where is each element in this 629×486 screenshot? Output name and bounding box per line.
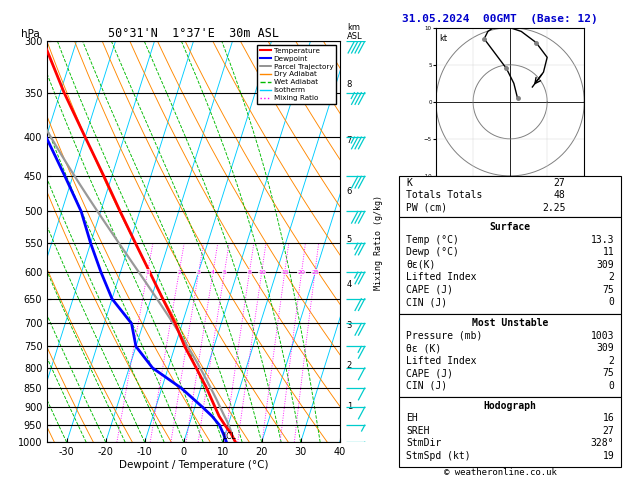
- Text: Pressure (mb): Pressure (mb): [406, 331, 482, 341]
- Text: CIN (J): CIN (J): [406, 297, 447, 307]
- Text: LCL: LCL: [223, 432, 237, 441]
- Text: K: K: [406, 178, 412, 188]
- Text: 1003: 1003: [591, 331, 614, 341]
- Text: 11: 11: [603, 247, 614, 257]
- Text: 5: 5: [223, 270, 226, 275]
- Text: 0: 0: [608, 297, 614, 307]
- Text: 20: 20: [298, 270, 306, 275]
- Text: 75: 75: [603, 368, 614, 378]
- Text: © weatheronline.co.uk: © weatheronline.co.uk: [443, 468, 557, 477]
- Text: 4: 4: [347, 279, 352, 289]
- Text: CIN (J): CIN (J): [406, 381, 447, 391]
- Text: 309: 309: [596, 260, 614, 270]
- Text: 7: 7: [347, 136, 352, 145]
- Text: Hodograph: Hodograph: [484, 401, 537, 411]
- Text: Mixing Ratio (g/kg): Mixing Ratio (g/kg): [374, 195, 382, 291]
- Text: 309: 309: [596, 344, 614, 353]
- Title: 50°31'N  1°37'E  30m ASL: 50°31'N 1°37'E 30m ASL: [108, 27, 279, 40]
- Text: 1: 1: [347, 402, 352, 411]
- Text: EH: EH: [406, 413, 418, 423]
- Text: 27: 27: [603, 426, 614, 436]
- Text: 31.05.2024  00GMT  (Base: 12): 31.05.2024 00GMT (Base: 12): [402, 14, 598, 24]
- Text: 0: 0: [608, 381, 614, 391]
- Text: Lifted Index: Lifted Index: [406, 272, 477, 282]
- Text: Most Unstable: Most Unstable: [472, 318, 548, 329]
- Text: Dewp (°C): Dewp (°C): [406, 247, 459, 257]
- X-axis label: Dewpoint / Temperature (°C): Dewpoint / Temperature (°C): [119, 460, 268, 470]
- Text: 75: 75: [603, 285, 614, 295]
- Text: 2.25: 2.25: [542, 203, 565, 213]
- Text: 27: 27: [554, 178, 565, 188]
- Text: StmDir: StmDir: [406, 438, 442, 448]
- Text: 2: 2: [608, 356, 614, 366]
- Text: Surface: Surface: [489, 222, 531, 232]
- Text: CAPE (J): CAPE (J): [406, 285, 453, 295]
- Text: 2: 2: [177, 270, 181, 275]
- Text: 2: 2: [347, 362, 352, 370]
- Text: 15: 15: [281, 270, 289, 275]
- Text: 48: 48: [554, 191, 565, 200]
- Text: θε (K): θε (K): [406, 344, 442, 353]
- Text: 13.3: 13.3: [591, 235, 614, 245]
- Text: 328°: 328°: [591, 438, 614, 448]
- Text: θε(K): θε(K): [406, 260, 435, 270]
- Text: CAPE (J): CAPE (J): [406, 368, 453, 378]
- Text: 3: 3: [347, 321, 352, 330]
- Text: 16: 16: [603, 413, 614, 423]
- Text: km
ASL: km ASL: [347, 23, 362, 41]
- Text: Totals Totals: Totals Totals: [406, 191, 482, 200]
- Text: 1: 1: [145, 270, 150, 275]
- Text: 8: 8: [248, 270, 252, 275]
- Text: 2: 2: [608, 272, 614, 282]
- Text: 6: 6: [347, 187, 352, 196]
- Text: Lifted Index: Lifted Index: [406, 356, 477, 366]
- Text: 25: 25: [311, 270, 319, 275]
- Text: 4: 4: [211, 270, 215, 275]
- Legend: Temperature, Dewpoint, Parcel Trajectory, Dry Adiabat, Wet Adiabat, Isotherm, Mi: Temperature, Dewpoint, Parcel Trajectory…: [257, 45, 336, 104]
- Text: PW (cm): PW (cm): [406, 203, 447, 213]
- Text: 10: 10: [258, 270, 265, 275]
- Text: 5: 5: [347, 235, 352, 244]
- Text: hPa: hPa: [21, 29, 40, 39]
- Text: StmSpd (kt): StmSpd (kt): [406, 451, 470, 461]
- Text: 19: 19: [603, 451, 614, 461]
- Text: Temp (°C): Temp (°C): [406, 235, 459, 245]
- Text: 3: 3: [197, 270, 201, 275]
- Text: SREH: SREH: [406, 426, 430, 436]
- Text: 8: 8: [347, 81, 352, 89]
- Text: kt: kt: [440, 34, 448, 43]
